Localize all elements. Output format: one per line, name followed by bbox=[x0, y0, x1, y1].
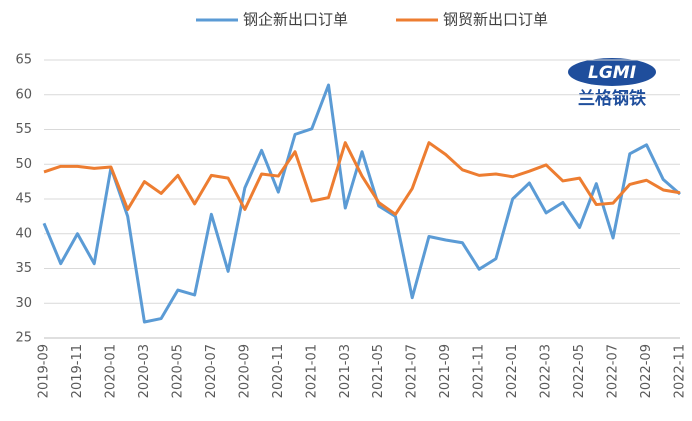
y-tick-label: 55 bbox=[15, 122, 32, 137]
x-tick-label: 2019-11 bbox=[70, 344, 85, 398]
x-tick-label: 2020-07 bbox=[204, 344, 219, 398]
y-tick-label: 50 bbox=[15, 157, 32, 172]
y-tick-label: 60 bbox=[15, 87, 32, 102]
x-tick-label: 2019-09 bbox=[37, 344, 52, 398]
y-tick-label: 65 bbox=[15, 53, 32, 68]
logo: LGMI 兰格钢铁 bbox=[568, 58, 656, 109]
x-tick-label: 2022-09 bbox=[639, 344, 654, 398]
logo-badge bbox=[568, 58, 656, 86]
y-tick-label: 30 bbox=[15, 296, 32, 311]
y-tick-label: 45 bbox=[15, 192, 32, 207]
x-tick-label: 2022-01 bbox=[505, 344, 520, 398]
x-tick-label: 2021-05 bbox=[371, 344, 386, 398]
y-tick-label: 35 bbox=[15, 261, 32, 276]
x-tick-label: 2020-01 bbox=[103, 344, 118, 398]
x-tick-label: 2020-09 bbox=[237, 344, 252, 398]
x-tick-label: 2022-07 bbox=[606, 344, 621, 398]
x-tick-label: 2020-03 bbox=[137, 344, 152, 398]
legend-label: 钢贸新出口订单 bbox=[443, 11, 548, 29]
x-tick-label: 2022-05 bbox=[572, 344, 587, 398]
x-tick-label: 2022-11 bbox=[673, 344, 688, 398]
y-tick-label: 25 bbox=[15, 331, 32, 346]
x-tick-label: 2021-03 bbox=[338, 344, 353, 398]
legend-label: 钢企新出口订单 bbox=[243, 11, 348, 29]
x-tick-label: 2020-05 bbox=[170, 344, 185, 398]
x-tick-label: 2020-11 bbox=[271, 344, 286, 398]
x-tick-label: 2021-11 bbox=[472, 344, 487, 398]
logo-subtitle: 兰格钢铁 bbox=[578, 88, 646, 109]
series-line bbox=[43, 141, 681, 216]
series-line bbox=[42, 83, 681, 324]
x-tick-label: 2022-03 bbox=[539, 344, 554, 398]
x-tick-label: 2021-01 bbox=[304, 344, 319, 398]
logo-text: LGMI bbox=[588, 63, 636, 83]
x-tick-label: 2021-07 bbox=[405, 344, 420, 398]
y-tick-label: 40 bbox=[15, 226, 32, 241]
x-tick-label: 2021-09 bbox=[438, 344, 453, 398]
